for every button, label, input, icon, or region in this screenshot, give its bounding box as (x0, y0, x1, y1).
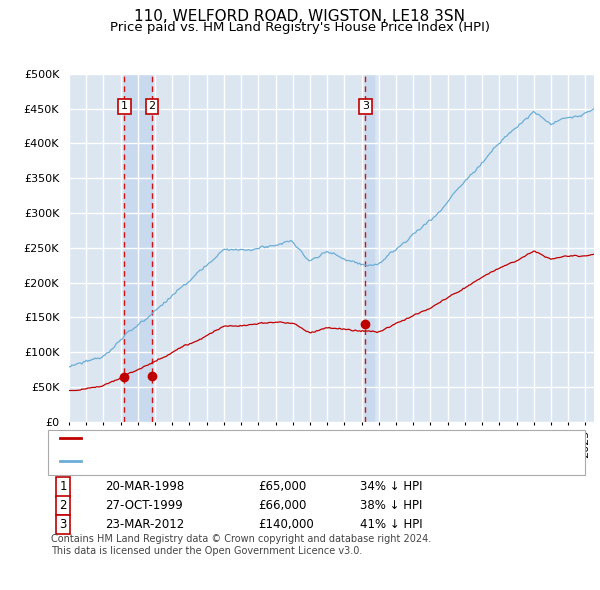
Text: 110, WELFORD ROAD, WIGSTON, LE18 3SN (detached house): 110, WELFORD ROAD, WIGSTON, LE18 3SN (de… (84, 431, 446, 444)
Text: HPI: Average price, detached house, Oadby and Wigston: HPI: Average price, detached house, Oadb… (84, 455, 418, 468)
Text: £140,000: £140,000 (258, 518, 314, 531)
Text: 3: 3 (59, 518, 67, 531)
Text: 41% ↓ HPI: 41% ↓ HPI (360, 518, 422, 531)
Text: 1: 1 (59, 480, 67, 493)
Text: 20-MAR-1998: 20-MAR-1998 (105, 480, 184, 493)
Bar (365, 74, 374, 422)
Text: 1: 1 (121, 101, 128, 112)
Text: £66,000: £66,000 (258, 499, 307, 512)
Text: Contains HM Land Registry data © Crown copyright and database right 2024.
This d: Contains HM Land Registry data © Crown c… (51, 534, 431, 556)
Bar (124, 74, 152, 422)
Text: Price paid vs. HM Land Registry's House Price Index (HPI): Price paid vs. HM Land Registry's House … (110, 21, 490, 34)
Text: 2: 2 (148, 101, 155, 112)
Text: 3: 3 (362, 101, 369, 112)
Text: 34% ↓ HPI: 34% ↓ HPI (360, 480, 422, 493)
Text: 2: 2 (59, 499, 67, 512)
Text: 23-MAR-2012: 23-MAR-2012 (105, 518, 184, 531)
Text: 110, WELFORD ROAD, WIGSTON, LE18 3SN: 110, WELFORD ROAD, WIGSTON, LE18 3SN (134, 9, 466, 24)
Text: £65,000: £65,000 (258, 480, 306, 493)
Text: 27-OCT-1999: 27-OCT-1999 (105, 499, 183, 512)
Text: 38% ↓ HPI: 38% ↓ HPI (360, 499, 422, 512)
